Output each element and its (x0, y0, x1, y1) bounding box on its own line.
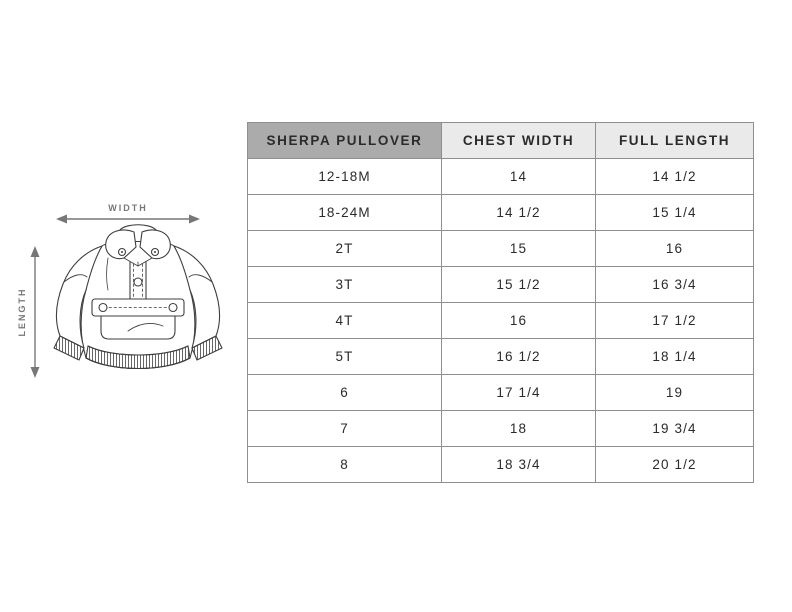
chest-width-cell: 14 1/2 (441, 194, 596, 231)
pullover-illustration: WIDTH LENGTH (17, 203, 223, 378)
full-length-cell: 17 1/2 (595, 302, 754, 339)
table-row: 2T 15 16 (247, 230, 754, 267)
chest-width-cell: 16 1/2 (441, 338, 596, 375)
size-chart-table: SHERPA PULLOVER CHEST WIDTH FULL LENGTH … (247, 122, 754, 483)
column-header-product: SHERPA PULLOVER (247, 122, 442, 159)
size-cell: 12-18M (247, 158, 442, 195)
full-length-cell: 20 1/2 (595, 446, 754, 483)
chest-width-cell: 15 1/2 (441, 266, 596, 303)
full-length-cell: 16 (595, 230, 754, 267)
full-length-cell: 18 1/4 (595, 338, 754, 375)
chest-width-cell: 15 (441, 230, 596, 267)
garment-figure: WIDTH LENGTH (16, 200, 238, 400)
size-cell: 7 (247, 410, 442, 447)
table-row: 12-18M 14 14 1/2 (247, 158, 754, 195)
chest-width-cell: 18 3/4 (441, 446, 596, 483)
length-arrow (30, 246, 40, 378)
table-row: 6 17 1/4 19 (247, 374, 754, 411)
full-length-cell: 15 1/4 (595, 194, 754, 231)
size-cell: 18-24M (247, 194, 442, 231)
table-row: 3T 15 1/2 16 3/4 (247, 266, 754, 303)
width-arrow (56, 214, 200, 224)
table-row: 18-24M 14 1/2 15 1/4 (247, 194, 754, 231)
size-cell: 4T (247, 302, 442, 339)
table-row: 8 18 3/4 20 1/2 (247, 446, 754, 483)
chest-width-cell: 16 (441, 302, 596, 339)
full-length-cell: 14 1/2 (595, 158, 754, 195)
chest-width-cell: 17 1/4 (441, 374, 596, 411)
table-row: 5T 16 1/2 18 1/4 (247, 338, 754, 375)
pullover-linework (53, 224, 223, 369)
full-length-cell: 19 (595, 374, 754, 411)
size-cell: 3T (247, 266, 442, 303)
column-header-chest-width: CHEST WIDTH (441, 122, 596, 159)
table-header-row: SHERPA PULLOVER CHEST WIDTH FULL LENGTH (247, 122, 754, 159)
full-length-cell: 19 3/4 (595, 410, 754, 447)
width-label: WIDTH (108, 203, 148, 213)
column-header-full-length: FULL LENGTH (595, 122, 754, 159)
size-cell: 5T (247, 338, 442, 375)
chest-width-cell: 14 (441, 158, 596, 195)
size-cell: 2T (247, 230, 442, 267)
chest-width-cell: 18 (441, 410, 596, 447)
table-row: 7 18 19 3/4 (247, 410, 754, 447)
size-cell: 8 (247, 446, 442, 483)
full-length-cell: 16 3/4 (595, 266, 754, 303)
table-row: 4T 16 17 1/2 (247, 302, 754, 339)
length-label: LENGTH (17, 288, 27, 337)
size-cell: 6 (247, 374, 442, 411)
